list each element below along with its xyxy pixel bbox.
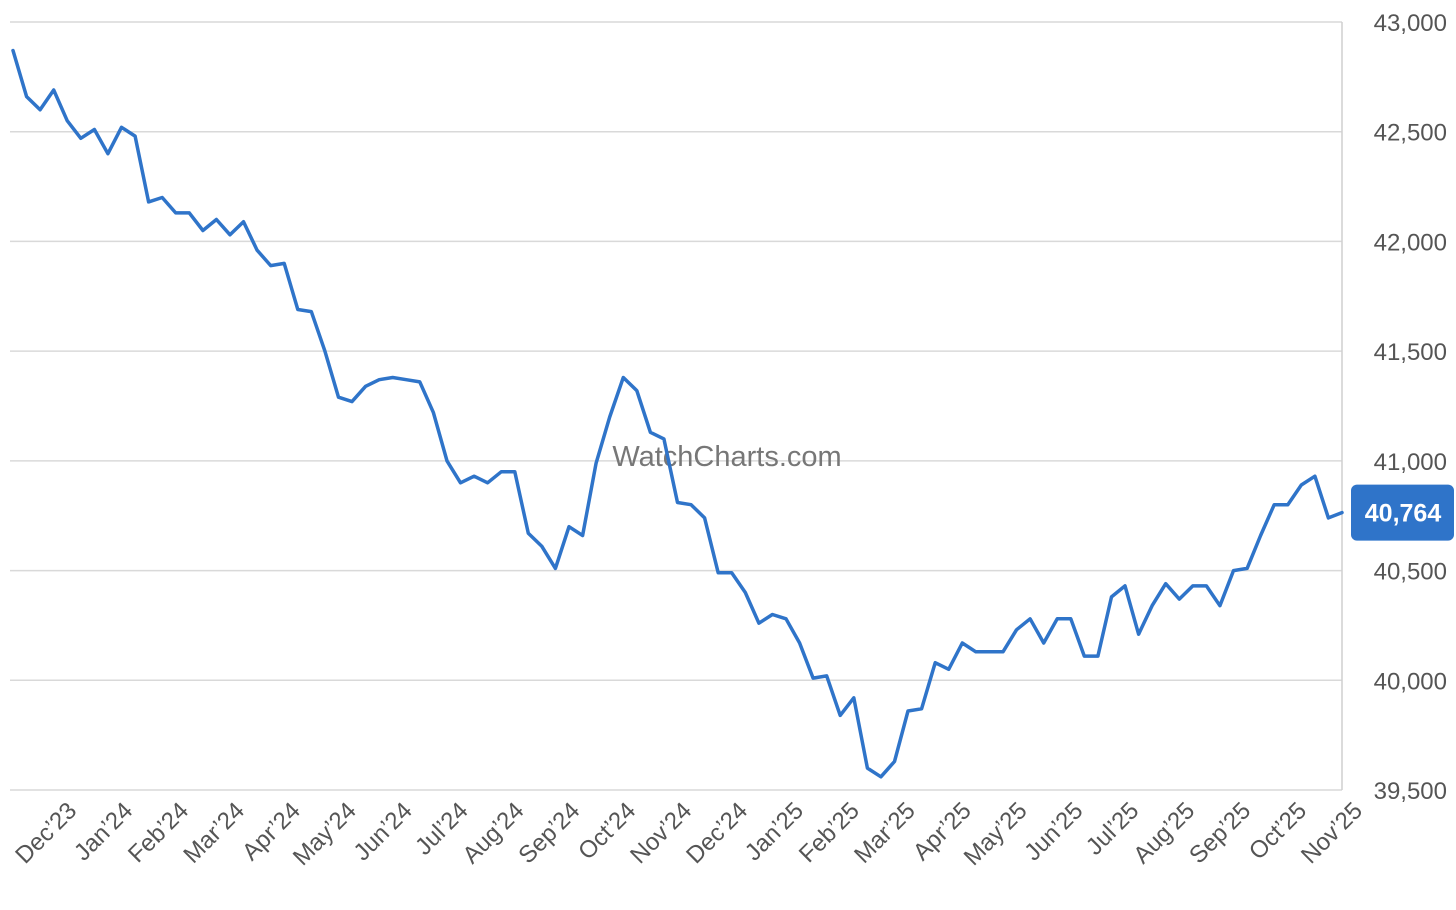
y-tick-label: 40,000	[1374, 668, 1447, 695]
y-axis-ticks: 43,000 42,500 42,000 41,500 41,000 40,500 40,0…	[1374, 10, 1447, 805]
price-series-line	[11, 48, 1344, 779]
x-tick-label: Jan’25	[740, 797, 809, 866]
y-tick-label: 40,500	[1374, 559, 1447, 586]
x-tick-label: Mar’24	[178, 797, 250, 869]
x-tick-label: Aug’25	[1128, 797, 1200, 869]
x-tick-label: Sep’24	[513, 797, 585, 869]
y-tick-label: 41,500	[1374, 339, 1447, 366]
x-tick-label: Nov’24	[625, 797, 697, 869]
y-tick-label: 39,500	[1374, 778, 1447, 805]
current-value-label: 40,764	[1365, 500, 1442, 528]
x-tick-label: Mar’25	[849, 797, 921, 869]
current-value-badge-bg	[1351, 484, 1454, 541]
x-tick-label: Feb’25	[794, 797, 865, 868]
y-tick-label: 43,000	[1374, 10, 1447, 37]
x-tick-label: May’24	[288, 797, 362, 871]
y-tick-label: 42,000	[1374, 229, 1447, 256]
x-tick-label: Sep’25	[1184, 797, 1256, 869]
x-tick-label: Dec’23	[10, 797, 82, 869]
x-tick-label: Nov’25	[1296, 797, 1368, 869]
watermark-text: WatchCharts.com	[612, 441, 841, 473]
x-axis-ticks: Dec’23Jan’24Feb’24Mar’24Apr’24May’24Jun’…	[10, 797, 1368, 871]
x-tick-label: May’25	[959, 797, 1033, 871]
x-tick-label: Jun’25	[1019, 797, 1088, 866]
y-tick-label: 42,500	[1374, 120, 1447, 147]
current-value-badge: 40,764	[1351, 484, 1454, 541]
x-tick-label: Jan’24	[69, 797, 138, 866]
y-tick-label: 41,000	[1374, 449, 1447, 476]
gridlines	[10, 21, 1342, 791]
x-tick-label: Jun’24	[349, 797, 418, 866]
x-tick-label: Aug’24	[458, 797, 530, 869]
x-tick-label: Feb’24	[123, 797, 194, 868]
x-tick-label: Dec’24	[681, 797, 753, 869]
